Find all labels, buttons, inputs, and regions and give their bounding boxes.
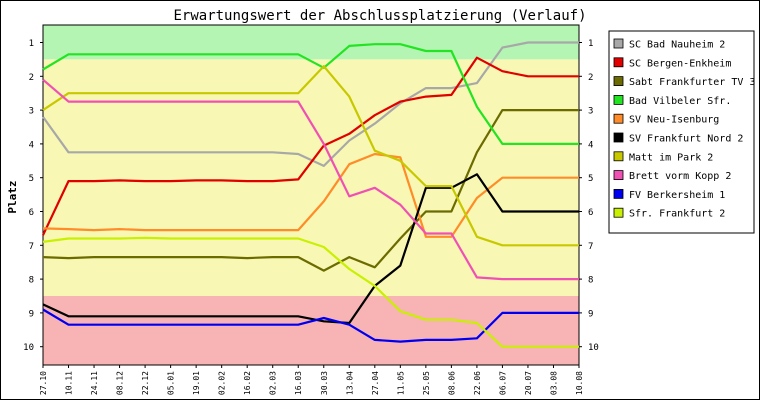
y-tick-label-right: 10 xyxy=(588,343,599,353)
band-midfield xyxy=(43,59,579,297)
legend-swatch xyxy=(613,38,624,49)
y-axis-label: Platz xyxy=(6,180,19,213)
y-tick-label-left: 1 xyxy=(29,39,34,49)
x-tick-label: 16.02 xyxy=(243,371,252,395)
legend-swatch xyxy=(613,151,624,162)
y-tick-label-left: 3 xyxy=(29,107,34,117)
y-tick-label-right: 4 xyxy=(588,140,593,150)
x-tick-label: 27.04 xyxy=(371,371,380,395)
y-tick-label-right: 1 xyxy=(588,39,593,49)
legend: SC Bad Nauheim 2 SC Bergen-Enkheim Sabt Fr… xyxy=(608,30,755,234)
legend-swatch xyxy=(613,207,624,218)
legend-swatch xyxy=(613,76,624,86)
legend-label: SV Frankfurt Nord 2 xyxy=(629,134,743,145)
legend-swatch xyxy=(613,170,624,181)
y-tick-label-right: 9 xyxy=(588,309,593,319)
x-tick-label: 10.08 xyxy=(575,371,584,395)
x-tick-label: 16.03 xyxy=(294,371,303,395)
x-tick-label: 02.02 xyxy=(218,371,227,395)
legend-swatch xyxy=(613,113,624,124)
y-tick-label-right: 5 xyxy=(588,174,593,184)
x-tick-label: 13.04 xyxy=(345,371,354,395)
series-line xyxy=(42,65,579,247)
legend-swatch xyxy=(613,132,624,143)
y-tick-label-left: 9 xyxy=(29,309,34,319)
legend-box xyxy=(608,30,755,234)
legend-swatch xyxy=(613,188,624,199)
series-line xyxy=(42,108,579,272)
x-tick-label: 08.12 xyxy=(116,371,125,395)
x-tick-label: 19.01 xyxy=(192,371,201,395)
series-line xyxy=(42,173,579,325)
y-tick-label-left: 6 xyxy=(29,208,34,218)
legend-label: Brett vorm Kopp 2 xyxy=(629,171,731,182)
series-line xyxy=(42,56,579,236)
series-line xyxy=(42,43,579,145)
y-tick-label-right: 8 xyxy=(588,276,593,286)
x-tick-label: 05.01 xyxy=(167,371,176,395)
legend-swatch xyxy=(613,95,624,105)
series-lines xyxy=(42,41,579,348)
x-tick-label: 25.05 xyxy=(422,371,431,395)
y-tick-label-right: 6 xyxy=(588,208,593,218)
y-tick-label-left: 2 xyxy=(29,73,34,83)
series-line xyxy=(42,308,579,343)
background-bands xyxy=(43,25,579,365)
x-tick-label: 06.07 xyxy=(498,371,507,395)
series-line xyxy=(42,78,579,281)
legend-label: SV Neu-Isenburg xyxy=(629,115,719,126)
y-tick-label-left: 10 xyxy=(23,343,34,353)
legend-label: FV Berkersheim 1 xyxy=(629,190,725,201)
legend-label: Matt im Park 2 xyxy=(629,152,713,163)
x-tick-label: 22.12 xyxy=(141,371,150,395)
x-tick-label: 02.03 xyxy=(269,371,278,395)
band-relegation xyxy=(43,296,579,365)
x-tick-label: 10.11 xyxy=(65,371,74,395)
legend-label: SC Bergen-Enkheim xyxy=(629,58,731,69)
x-tick-label: 08.06 xyxy=(447,371,456,395)
x-tick-label: 03.08 xyxy=(549,371,558,395)
legend-label: Sabt Frankfurter TV 3 xyxy=(629,77,755,88)
series-line xyxy=(42,236,579,348)
x-tick-label: 22.06 xyxy=(473,371,482,395)
x-tick-label: 20.07 xyxy=(524,371,533,395)
y-tick-label-right: 2 xyxy=(588,73,593,83)
legend-label: SC Bad Nauheim 2 xyxy=(629,40,725,51)
legend-label: Bad Vilbeler Sfr. xyxy=(629,96,731,107)
chart-title: Erwartungswert der Abschlussplatzierung … xyxy=(173,8,586,24)
legend-swatch xyxy=(613,57,624,68)
y-tick-label-right: 7 xyxy=(588,242,593,252)
legend-label: Sfr. Frankfurt 2 xyxy=(629,209,725,220)
y-tick-label-right: 3 xyxy=(588,107,593,117)
x-tick-label: 27.10 xyxy=(39,371,48,395)
series-line xyxy=(42,152,579,238)
plot-border xyxy=(42,24,580,366)
y-tick-label-left: 7 xyxy=(29,242,34,252)
y-tick-label-left: 5 xyxy=(29,174,34,184)
y-tick-label-left: 8 xyxy=(29,276,34,286)
y-tick-label-left: 4 xyxy=(29,140,34,150)
x-tick-label: 24.11 xyxy=(90,371,99,395)
axes: 1 1 2 2 3 3 4 4 5 5 6 6 7 7 8 8 9 9 10 10 27.10 10.11 24.11 08.… xyxy=(23,24,599,395)
x-tick-label: 11.05 xyxy=(396,371,405,395)
x-tick-label: 30.03 xyxy=(320,371,329,395)
